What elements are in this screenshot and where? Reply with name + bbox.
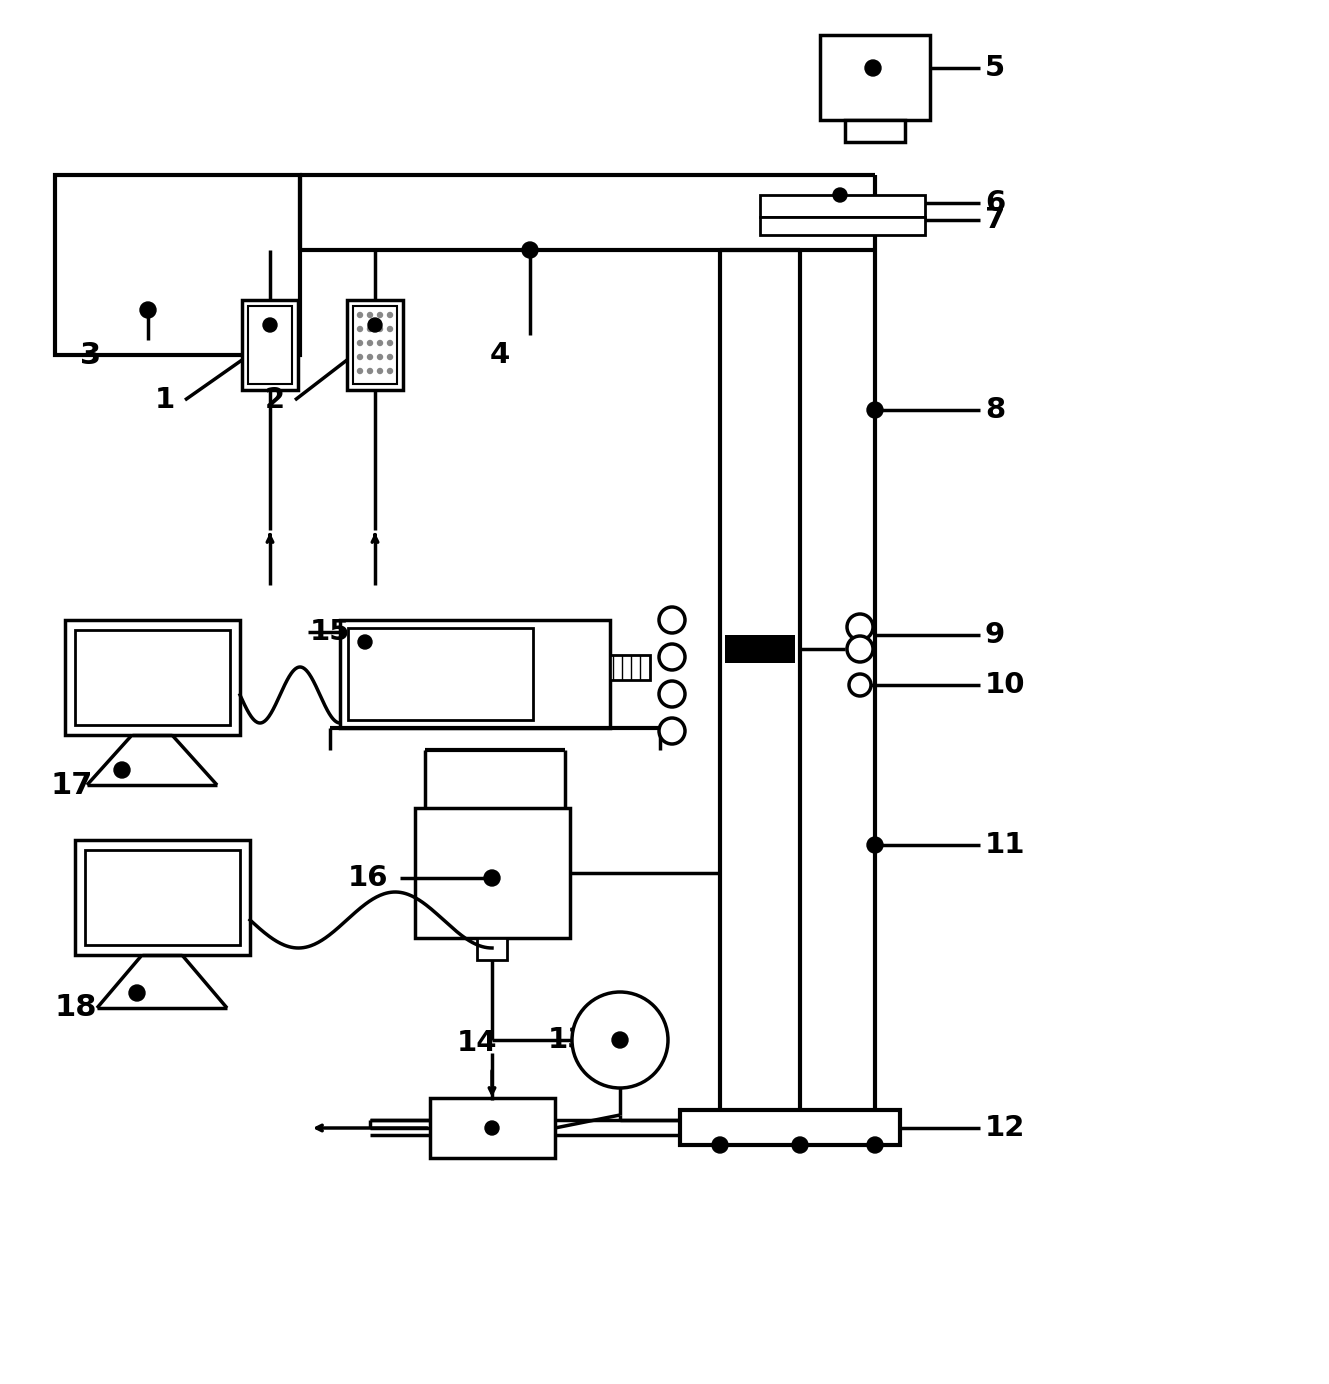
Circle shape <box>522 242 538 257</box>
Circle shape <box>377 313 383 317</box>
Circle shape <box>833 188 847 202</box>
Bar <box>477 938 506 960</box>
Circle shape <box>849 674 870 696</box>
Circle shape <box>867 837 882 853</box>
Circle shape <box>847 637 873 662</box>
Bar <box>415 808 570 938</box>
Circle shape <box>368 318 381 332</box>
Circle shape <box>129 985 145 1001</box>
Circle shape <box>388 340 392 346</box>
Circle shape <box>377 354 383 360</box>
Circle shape <box>484 871 500 886</box>
Circle shape <box>659 644 684 670</box>
Bar <box>340 620 610 728</box>
Circle shape <box>865 60 881 76</box>
Bar <box>85 850 241 945</box>
Text: 7: 7 <box>985 206 1005 234</box>
Circle shape <box>388 313 392 317</box>
Bar <box>65 620 241 735</box>
Text: 10: 10 <box>985 671 1026 699</box>
Bar <box>242 300 298 390</box>
Circle shape <box>358 368 363 374</box>
Circle shape <box>388 327 392 332</box>
Text: 6: 6 <box>985 190 1005 217</box>
Circle shape <box>485 1121 498 1135</box>
Text: 4: 4 <box>490 340 510 370</box>
Text: 12: 12 <box>985 1114 1026 1142</box>
Bar <box>726 635 795 663</box>
Circle shape <box>114 763 130 778</box>
Circle shape <box>611 1032 629 1048</box>
Text: 18: 18 <box>54 994 97 1023</box>
Circle shape <box>867 401 882 418</box>
Circle shape <box>368 313 372 317</box>
Circle shape <box>659 681 684 707</box>
Bar <box>354 306 397 383</box>
Circle shape <box>358 313 363 317</box>
Circle shape <box>388 354 392 360</box>
Text: 11: 11 <box>985 830 1026 859</box>
Text: 5: 5 <box>985 54 1005 82</box>
Circle shape <box>358 340 363 346</box>
Circle shape <box>368 340 372 346</box>
Circle shape <box>368 354 372 360</box>
Text: 3: 3 <box>80 340 101 370</box>
Bar <box>249 306 292 383</box>
Circle shape <box>659 608 684 632</box>
Bar <box>74 630 230 725</box>
Circle shape <box>571 992 668 1088</box>
Bar <box>347 300 403 390</box>
Text: 17: 17 <box>51 771 93 800</box>
Text: 13: 13 <box>548 1026 589 1055</box>
Circle shape <box>792 1138 808 1153</box>
Bar <box>74 840 250 955</box>
Bar <box>431 1098 556 1158</box>
Circle shape <box>388 368 392 374</box>
Circle shape <box>659 718 684 745</box>
Bar <box>820 35 930 120</box>
Circle shape <box>368 327 372 332</box>
Circle shape <box>140 302 155 318</box>
Circle shape <box>847 614 873 639</box>
Circle shape <box>377 368 383 374</box>
Circle shape <box>712 1138 728 1153</box>
Text: 15: 15 <box>310 619 351 646</box>
Circle shape <box>368 368 372 374</box>
Bar <box>610 655 650 680</box>
Circle shape <box>358 354 363 360</box>
Text: 1: 1 <box>155 386 175 414</box>
Bar <box>845 120 905 143</box>
Text: 9: 9 <box>985 621 1005 649</box>
Circle shape <box>358 327 363 332</box>
Circle shape <box>377 340 383 346</box>
Circle shape <box>358 635 372 649</box>
Circle shape <box>377 327 383 332</box>
Bar <box>348 628 533 720</box>
Text: 16: 16 <box>348 864 388 893</box>
Bar <box>680 1110 900 1145</box>
Circle shape <box>263 318 276 332</box>
Bar <box>760 217 925 235</box>
Text: 8: 8 <box>985 396 1005 424</box>
Circle shape <box>867 1138 882 1153</box>
Bar <box>760 195 925 217</box>
Bar <box>54 174 300 356</box>
Text: 2: 2 <box>264 386 286 414</box>
Text: 14: 14 <box>457 1028 497 1057</box>
